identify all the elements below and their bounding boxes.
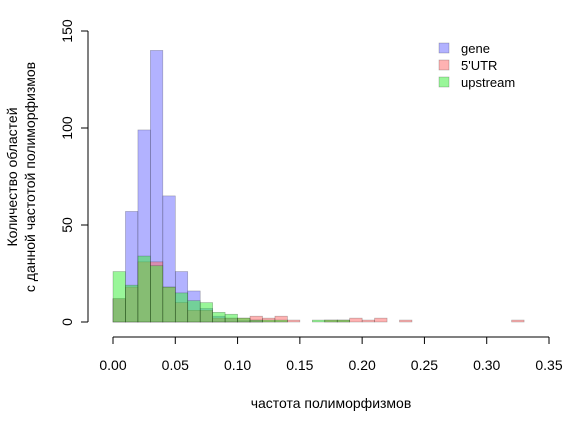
histogram-bar <box>262 319 276 323</box>
legend-label: gene <box>461 41 490 56</box>
histogram-bar <box>237 317 251 323</box>
histogram-bar <box>374 317 388 323</box>
histogram-bar <box>150 265 164 323</box>
histogram-bar <box>187 300 201 323</box>
histogram-bar <box>212 311 226 323</box>
histogram-bar <box>324 319 338 323</box>
x-tick-label: 0.00 <box>99 357 126 373</box>
histogram-bar <box>399 319 413 323</box>
histogram-bar <box>199 302 213 323</box>
x-tick-label: 0.15 <box>286 357 313 373</box>
x-tick-label: 0.25 <box>411 357 438 373</box>
histogram-bar <box>162 286 176 323</box>
y-tick-label: 150 <box>59 19 75 43</box>
histogram-bar <box>287 319 301 323</box>
x-tick-label: 0.20 <box>349 357 376 373</box>
histogram-bar <box>274 319 288 323</box>
legend-item: upstream <box>438 75 515 90</box>
series-upstream <box>112 255 350 323</box>
y-tick-label: 50 <box>59 217 75 233</box>
histogram-bar <box>137 255 151 323</box>
legend-item: gene <box>438 41 490 56</box>
histogram-bar <box>112 271 126 323</box>
legend-label: upstream <box>461 75 515 90</box>
histogram-bar <box>224 313 238 323</box>
x-tick-label: 0.30 <box>473 357 500 373</box>
y-tick-label: 0 <box>59 318 75 326</box>
legend-swatch <box>438 76 450 88</box>
y-tick-label: 100 <box>59 116 75 140</box>
y-axis-title: Количество областей с данной частотой по… <box>4 62 38 292</box>
x-tick-label: 0.35 <box>535 357 562 373</box>
histogram-bar <box>249 319 263 323</box>
legend-swatch <box>438 59 450 71</box>
histogram-bars <box>112 50 525 323</box>
y-axis-title-line-1: Количество областей <box>4 107 20 246</box>
histogram-bar <box>361 319 375 323</box>
histogram-bar <box>125 284 139 323</box>
y-axis: 0 50 100 150 <box>59 19 89 326</box>
legend-item: 5'UTR <box>438 58 497 73</box>
histogram-bar <box>511 319 525 323</box>
histogram-bar <box>312 319 326 323</box>
x-tick-label: 0.10 <box>224 357 251 373</box>
histogram-bar <box>349 317 363 323</box>
histogram-bar <box>174 292 189 323</box>
series-gene <box>112 50 263 323</box>
x-axis: 0.00 0.05 0.10 0.15 0.20 0.25 0.30 0.35 <box>99 336 563 373</box>
histogram-bar <box>336 319 350 323</box>
legend-label: 5'UTR <box>461 58 497 73</box>
y-axis-title-line-2: с данной частотой полиморфизмов <box>22 62 38 292</box>
x-tick-label: 0.05 <box>162 357 189 373</box>
legend: gene 5'UTR upstream <box>438 41 515 90</box>
legend-swatch <box>438 42 450 54</box>
x-axis-title: частота полиморфизмов <box>251 395 412 411</box>
